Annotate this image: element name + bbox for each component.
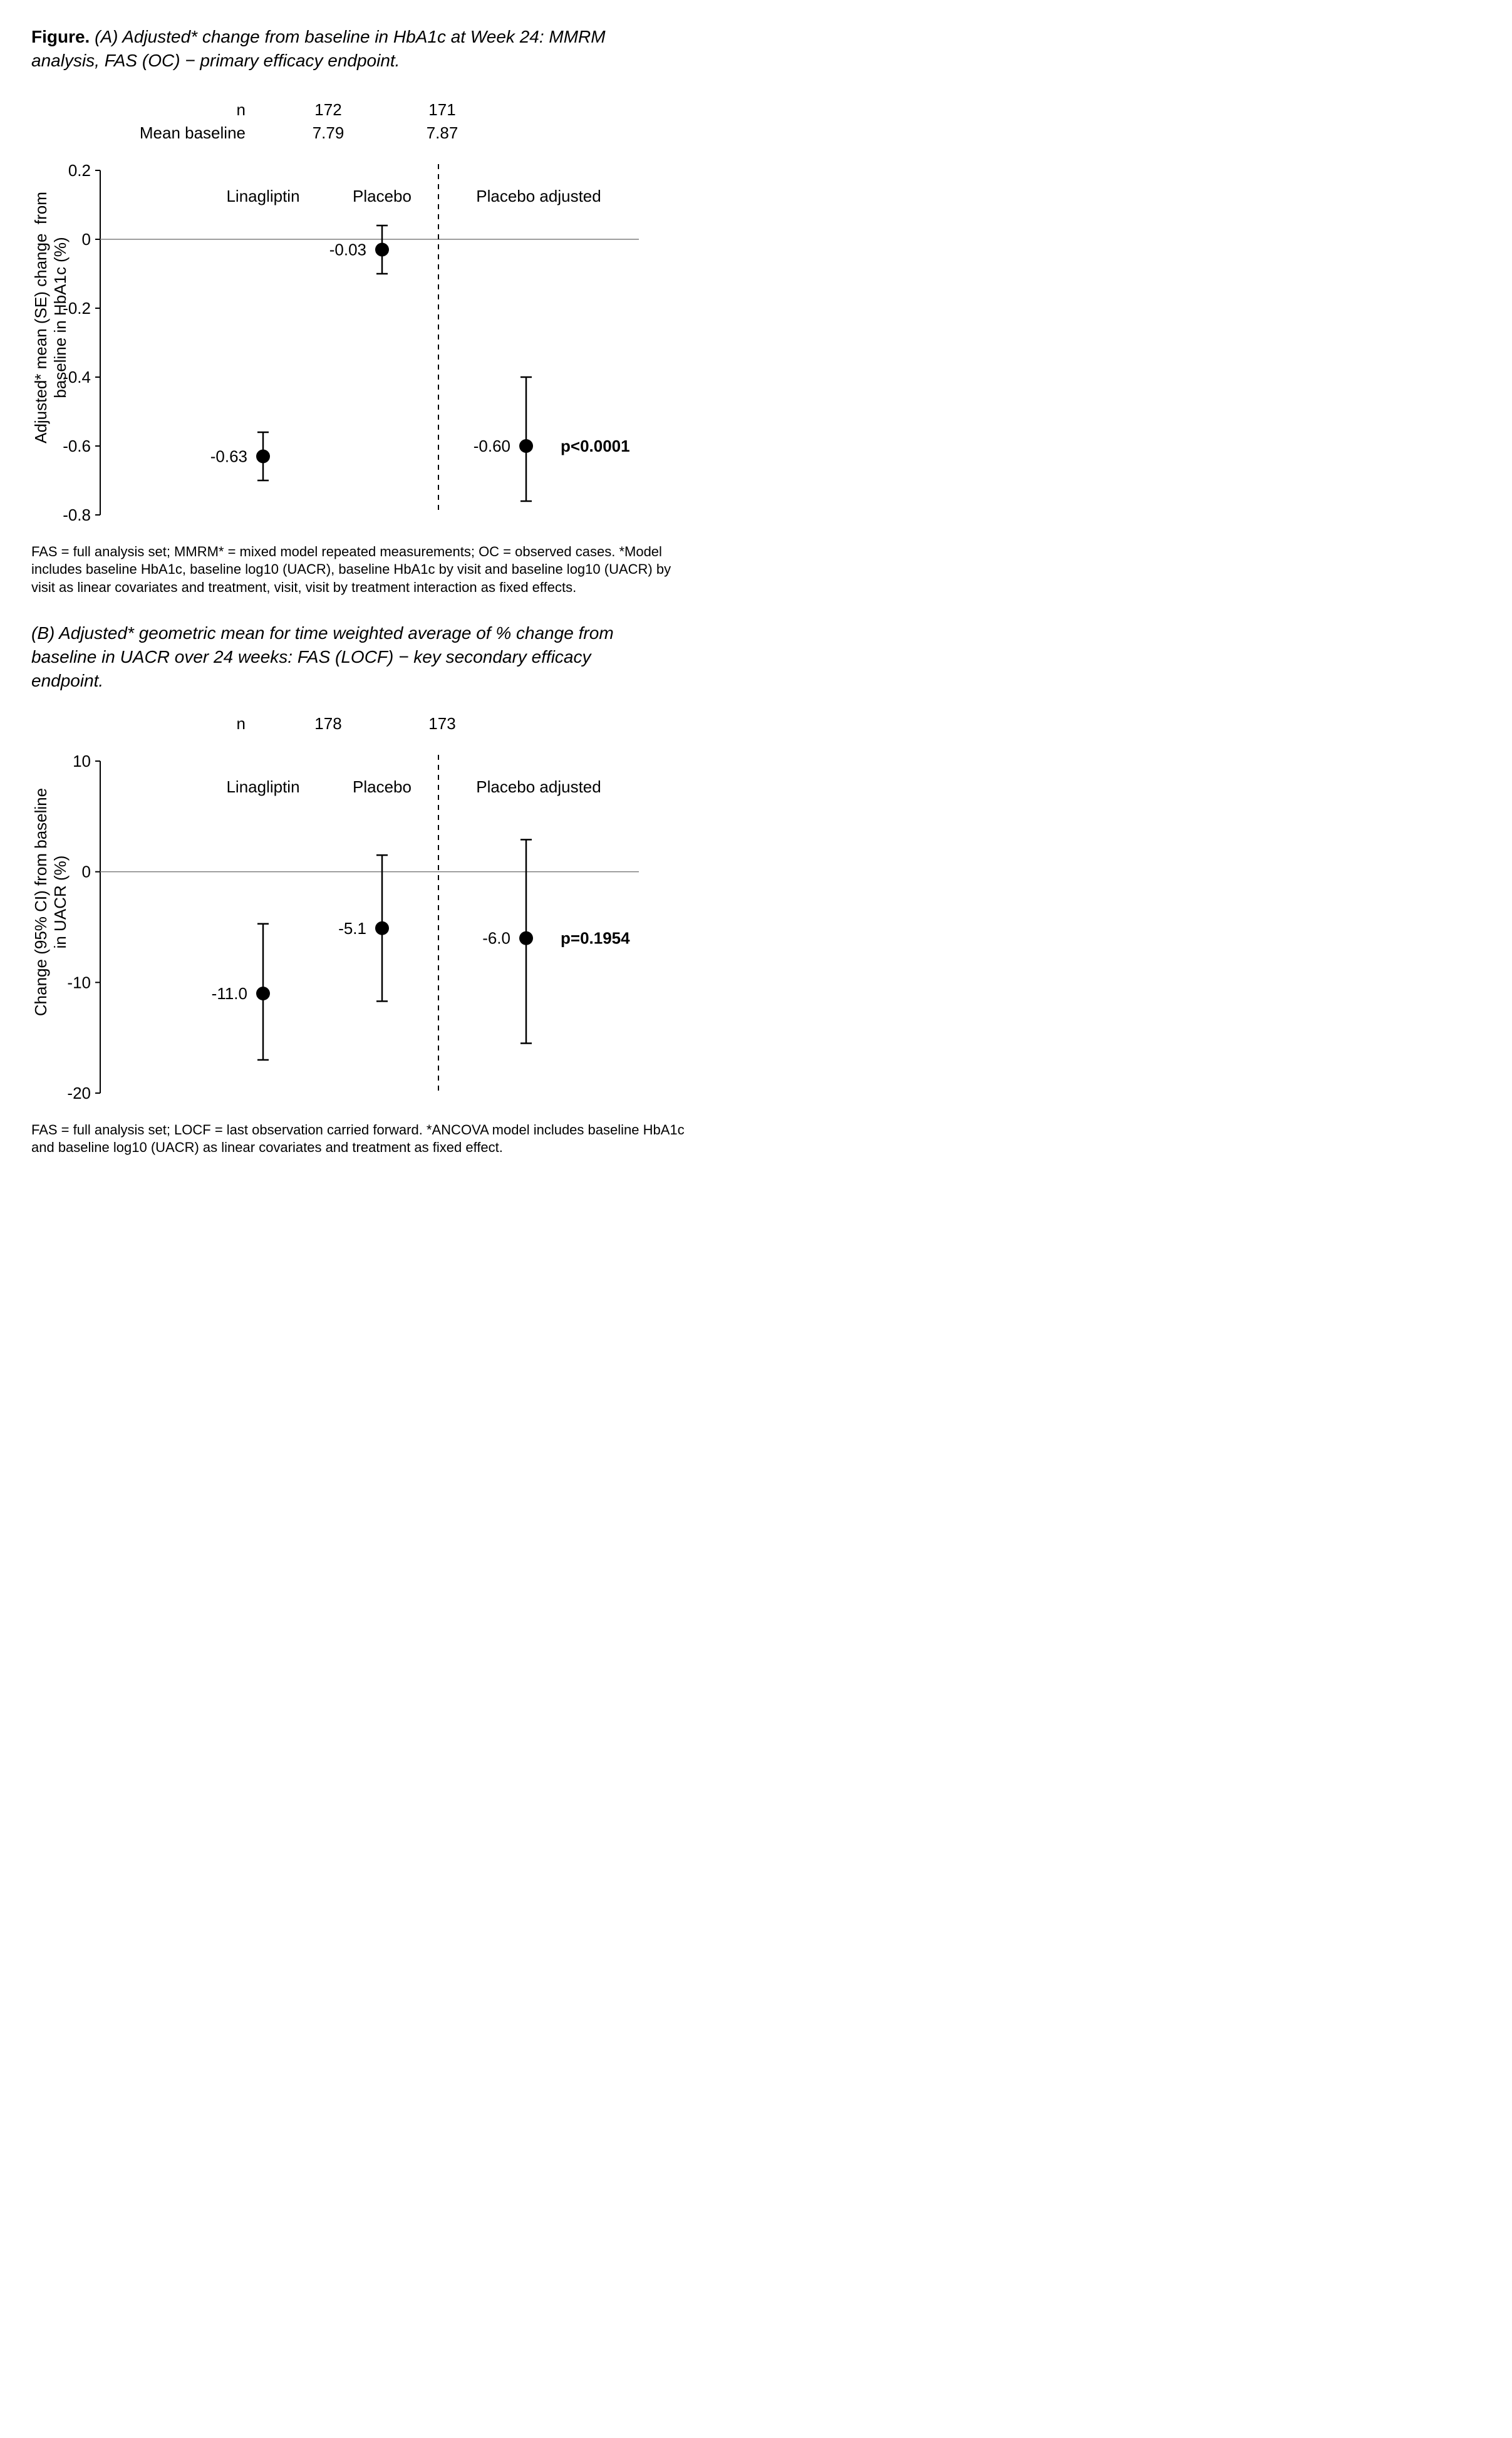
svg-text:10: 10 — [73, 752, 91, 770]
panel-b-header: n 178 173 — [100, 712, 500, 736]
svg-text:Placebo adjusted: Placebo adjusted — [476, 187, 601, 205]
panel-b-title: (B) Adjusted* geometric mean for time we… — [31, 621, 658, 692]
n-col1: 172 — [272, 99, 385, 121]
svg-text:-0.8: -0.8 — [63, 506, 91, 524]
panel-b-footnote: FAS = full analysis set; LOCF = last obs… — [31, 1121, 689, 1157]
n-col2: 171 — [386, 99, 499, 121]
svg-text:-20: -20 — [67, 1084, 91, 1102]
baseline-col2: 7.87 — [386, 122, 499, 144]
svg-text:Placebo adjusted: Placebo adjusted — [476, 777, 601, 796]
baseline-label: Mean baseline — [101, 122, 271, 144]
svg-text:-10: -10 — [67, 973, 91, 992]
svg-text:p=0.1954: p=0.1954 — [561, 928, 630, 947]
figure-title: Figure. (A) Adjusted* change from baseli… — [31, 25, 658, 73]
svg-text:Linagliptin: Linagliptin — [226, 187, 299, 205]
svg-text:0.2: 0.2 — [68, 161, 91, 180]
panel-b-chart: Change (95% CI) from baseline in UACR (%… — [31, 742, 1481, 1109]
n-label-b: n — [101, 713, 271, 735]
svg-text:-5.1: -5.1 — [338, 919, 366, 938]
panel-a-title: (A) Adjusted* change from baseline in Hb… — [31, 27, 606, 70]
panel-a-header: n 172 171 Mean baseline 7.79 7.87 — [100, 98, 500, 145]
panel-a-footnote: FAS = full analysis set; MMRM* = mixed m… — [31, 543, 689, 597]
svg-text:0: 0 — [82, 862, 91, 881]
panel-b-svg: 10 0 -10 -20 Linagliptin Placebo Placebo adjus… — [31, 742, 658, 1106]
svg-text:0: 0 — [82, 230, 91, 249]
figure-label: Figure. — [31, 27, 90, 46]
n-col1-b: 178 — [272, 713, 385, 735]
svg-text:Placebo: Placebo — [353, 187, 412, 205]
panel-a-ylabel: Adjusted* mean (SE) change from baseline… — [31, 145, 70, 490]
panel-a-chart: Adjusted* mean (SE) change from baseline… — [31, 152, 1481, 531]
svg-text:p<0.0001: p<0.0001 — [561, 437, 630, 455]
svg-text:-11.0: -11.0 — [212, 984, 247, 1003]
svg-text:-0.03: -0.03 — [329, 240, 366, 259]
baseline-col1: 7.79 — [272, 122, 385, 144]
svg-text:-0.60: -0.60 — [474, 437, 510, 455]
n-label: n — [101, 99, 271, 121]
panel-b-ylabel: Change (95% CI) from baseline in UACR (%… — [31, 736, 70, 1068]
n-col2-b: 173 — [386, 713, 499, 735]
panel-a-svg: 0.20-0.2-0.4-0.6-0.8LinagliptinPlaceboPl… — [31, 152, 658, 527]
svg-text:Linagliptin: Linagliptin — [226, 777, 299, 796]
svg-text:-0.63: -0.63 — [210, 447, 247, 465]
svg-text:Placebo: Placebo — [353, 777, 412, 796]
svg-text:-6.0: -6.0 — [482, 928, 510, 947]
